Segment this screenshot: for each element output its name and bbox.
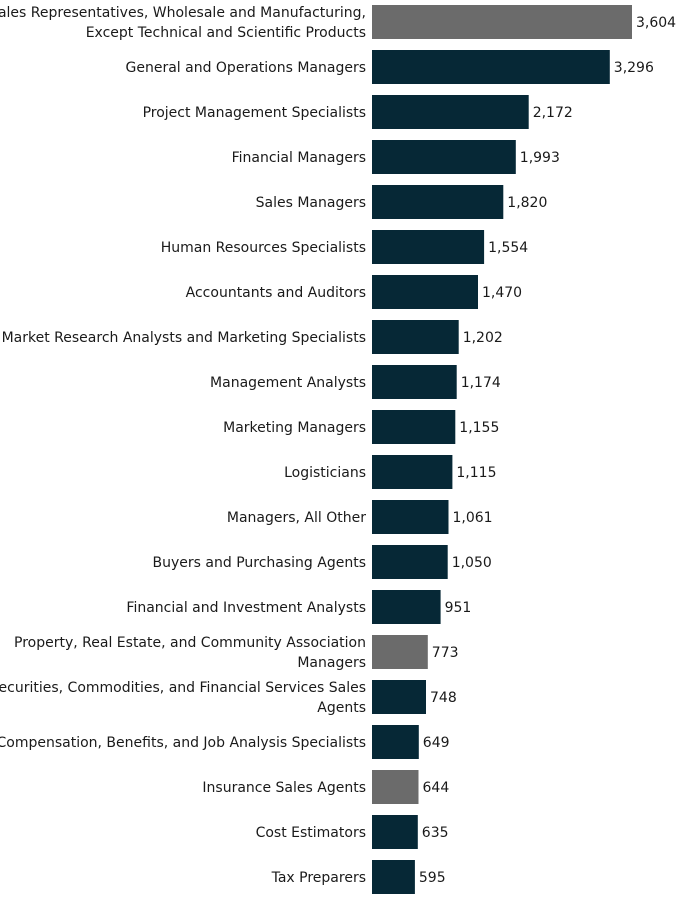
category-label-line: Property, Real Estate, and Community Ass… [14,635,366,651]
bar [372,680,426,714]
category-label-line: Securities, Commodities, and Financial S… [0,680,366,696]
category-label: Project Management Specialists [143,105,366,121]
category-label-line: Buyers and Purchasing Agents [153,555,366,571]
value-label: 595 [419,870,446,886]
category-label: Tax Preparers [271,870,366,886]
category-label-line: Insurance Sales Agents [202,780,366,796]
category-label: Human Resources Specialists [161,240,366,256]
bar [372,860,415,894]
bars-group [372,5,632,894]
bar [372,95,529,129]
bar [372,725,419,759]
category-label-line: Sales Managers [256,195,366,211]
value-label: 748 [430,690,457,706]
category-label-line: Except Technical and Scientific Products [86,25,366,41]
value-label: 773 [432,645,459,661]
category-label-line: Accountants and Auditors [186,285,366,301]
value-labels-group: 3,604 3,296 2,172 1,993 1,820 1,554 1,470 1,202… [419,15,676,886]
category-label: Buyers and Purchasing Agents [153,555,366,571]
bar [372,545,448,579]
value-label: 635 [422,825,449,841]
value-label: 649 [423,735,450,751]
value-label: 951 [445,600,472,616]
category-label: Sales Managers [256,195,366,211]
value-label: 1,993 [520,150,560,166]
category-label-line: Managers [297,655,366,671]
category-label: Financial Managers [232,150,366,166]
value-label: 1,061 [453,510,493,526]
category-labels-group: Sales Representatives, Wholesale and Man… [0,5,366,886]
bar [372,635,428,669]
value-label: 1,470 [482,285,522,301]
bar [372,5,632,39]
value-label: 3,296 [614,60,654,76]
category-label-line: Cost Estimators [256,825,366,841]
category-label-line: Human Resources Specialists [161,240,366,256]
category-label: General and Operations Managers [126,60,367,76]
category-label: Property, Real Estate, and Community Ass… [14,635,366,671]
category-label-line: Management Analysts [210,375,366,391]
value-label: 1,554 [488,240,528,256]
value-label: 1,155 [459,420,499,436]
category-label: Compensation, Benefits, and Job Analysis… [0,735,366,751]
category-label-line: Agents [317,700,366,716]
category-label: Management Analysts [210,375,366,391]
value-label: 1,115 [456,465,496,481]
category-label-line: Project Management Specialists [143,105,366,121]
category-label-line: Market Research Analysts and Marketing S… [2,330,366,346]
bar [372,455,453,489]
bar [372,770,419,804]
bar [372,410,456,444]
bar [372,185,504,219]
bar [372,140,516,174]
bar [372,230,485,264]
category-label: Sales Representatives, Wholesale and Man… [0,5,366,41]
value-label: 1,202 [463,330,503,346]
category-label: Marketing Managers [223,420,366,436]
category-label-line: Financial and Investment Analysts [126,600,366,616]
category-label-line: Tax Preparers [271,870,366,886]
category-label-line: Financial Managers [232,150,366,166]
value-label: 1,820 [507,195,547,211]
value-label: 1,174 [461,375,501,391]
value-label: 1,050 [452,555,492,571]
category-label: Cost Estimators [256,825,366,841]
category-label: Accountants and Auditors [186,285,366,301]
value-label: 3,604 [636,15,676,31]
category-label: Market Research Analysts and Marketing S… [2,330,366,346]
category-label-line: Sales Representatives, Wholesale and Man… [0,5,366,21]
bar [372,50,610,84]
category-label-line: Marketing Managers [223,420,366,436]
bar [372,275,478,309]
bar [372,590,441,624]
category-label: Insurance Sales Agents [202,780,366,796]
category-label-line: Compensation, Benefits, and Job Analysis… [0,735,366,751]
bar [372,815,418,849]
category-label: Securities, Commodities, and Financial S… [0,680,366,716]
value-label: 644 [423,780,450,796]
category-label-line: Managers, All Other [227,510,366,526]
category-label-line: General and Operations Managers [126,60,367,76]
category-label: Managers, All Other [227,510,366,526]
category-label-line: Logisticians [284,465,366,481]
bar [372,365,457,399]
bar [372,320,459,354]
bar [372,500,449,534]
category-label: Financial and Investment Analysts [126,600,366,616]
value-label: 2,172 [533,105,573,121]
category-label: Logisticians [284,465,366,481]
